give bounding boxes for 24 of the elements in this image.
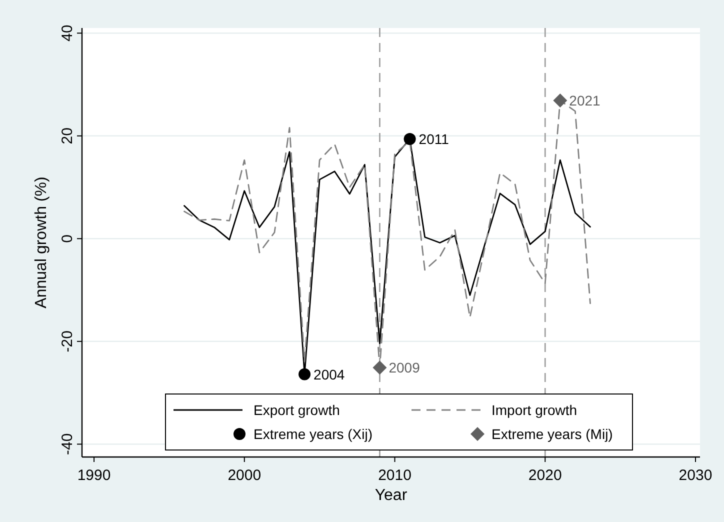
legend-label: Export growth (254, 402, 340, 418)
y-tick-label: 40 (59, 24, 76, 42)
x-axis-title: Year (374, 487, 408, 504)
y-tick-label: -40 (59, 433, 76, 455)
y-tick-label: -20 (59, 330, 76, 352)
point (404, 132, 416, 145)
x-tick-label: 2010 (378, 467, 412, 484)
y-tick-label: 20 (59, 128, 76, 144)
x-tick-label: 1990 (77, 467, 111, 484)
x-tick-label: 2020 (528, 467, 562, 484)
y-tick-label: 0 (59, 234, 76, 243)
annotation: 2021 (569, 92, 601, 108)
legend-label: Extreme years (Xij) (254, 426, 373, 442)
annotation: 2004 (314, 366, 345, 382)
annotation: 2009 (388, 360, 420, 376)
annotation: 2011 (418, 130, 450, 147)
legend-label: Import growth (492, 402, 578, 418)
point (553, 93, 568, 108)
point (298, 368, 311, 380)
point (372, 360, 387, 375)
y-axis-title: Annual growth (%) (33, 176, 50, 308)
legend-label: Extreme years (Mij) (492, 426, 613, 442)
x-tick-label: 2000 (228, 467, 262, 484)
x-tick-label: 2030 (678, 467, 712, 484)
